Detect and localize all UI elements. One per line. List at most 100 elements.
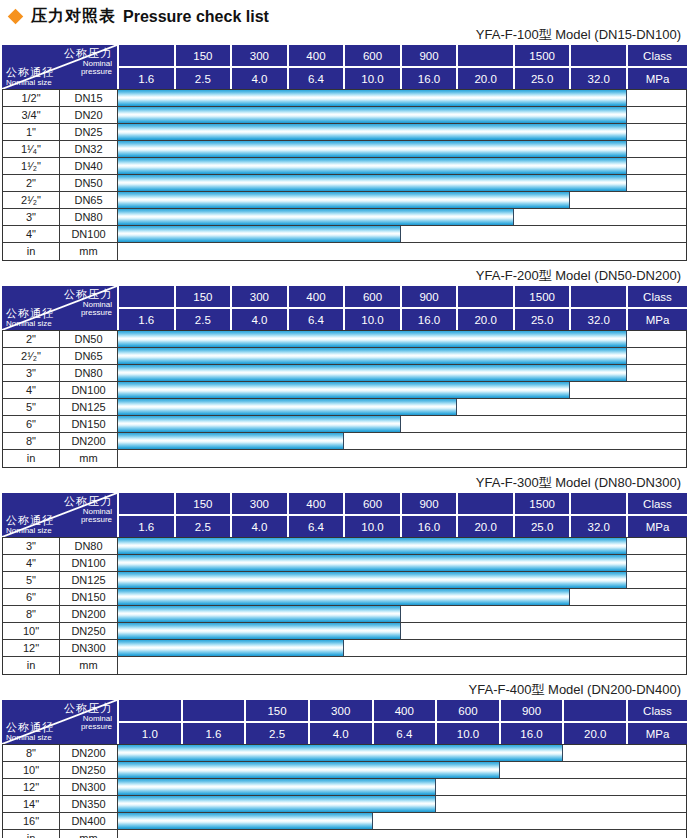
class-cell: 600	[345, 286, 400, 307]
table-row: 8"DN200	[3, 606, 686, 623]
class-cell: 600	[345, 45, 400, 66]
pressure-bar	[118, 779, 436, 795]
mpa-cell: 6.4	[289, 309, 344, 330]
footer-row: inmm	[3, 243, 686, 260]
bar-area	[118, 779, 686, 795]
size-cell: 2"	[3, 175, 60, 191]
bar-area-empty	[118, 450, 686, 467]
dn-cell: DN250	[60, 762, 118, 778]
mpa-cell: 1.0	[119, 723, 181, 744]
class-unit-cell: Class	[628, 493, 687, 514]
pressure-bar	[118, 124, 627, 140]
pressure-bar	[118, 640, 344, 656]
dn-cell: DN65	[60, 348, 118, 364]
dn-cell: DN200	[60, 606, 118, 622]
table-header: 公称压力Nominalpressure公称通径Nominal size15030…	[2, 286, 687, 330]
size-cell: 8"	[3, 606, 60, 622]
dn-cell: DN40	[60, 158, 118, 174]
mpa-cell: 4.0	[310, 723, 372, 744]
table-row: 5"DN125	[3, 572, 686, 589]
size-cell: 1¹⁄₄"	[3, 141, 60, 157]
table-body: 2"DN502¹⁄₂"DN653"DN804"DN1005"DN1256"DN1…	[2, 330, 687, 468]
unit-mm-cell: mm	[60, 243, 118, 260]
class-cell: 1500	[515, 493, 570, 514]
class-cell: 900	[402, 45, 457, 66]
bar-area	[118, 226, 686, 242]
table-section-yfa-f-300: YFA-F-300型 Model (DN80-DN300)公称压力Nominal…	[0, 476, 688, 675]
size-cell: 2"	[3, 331, 60, 347]
mpa-cell: 20.0	[458, 309, 513, 330]
table-row: 10"DN250	[3, 762, 686, 779]
mpa-cell: 25.0	[515, 309, 570, 330]
pressure-bar	[118, 416, 401, 432]
pressure-bar	[118, 745, 563, 761]
dn-cell: DN400	[60, 813, 118, 829]
unit-in-cell: in	[3, 657, 60, 674]
bar-area	[118, 209, 686, 225]
class-cell: 150	[176, 493, 231, 514]
size-cell: 10"	[3, 623, 60, 639]
mpa-cell: 32.0	[571, 516, 626, 537]
size-cell: 1"	[3, 124, 60, 140]
dn-cell: DN65	[60, 192, 118, 208]
table-body: 1/2"DN153/4"DN201"DN251¹⁄₄"DN321¹⁄₂"DN40…	[2, 89, 687, 261]
bar-area	[118, 555, 686, 571]
mpa-cell: 16.0	[402, 516, 457, 537]
size-cell: 10"	[3, 762, 60, 778]
table-caption: YFA-F-100型 Model (DN15-DN100)	[0, 28, 681, 42]
table-row: 2"DN50	[3, 331, 686, 348]
corner-cell: 公称压力Nominalpressure公称通径Nominal size	[2, 286, 117, 330]
table-caption: YFA-F-200型 Model (DN50-DN200)	[0, 269, 681, 283]
pressure-label-en2: pressure	[64, 516, 112, 524]
pressure-bar	[118, 348, 627, 364]
bar-area	[118, 124, 686, 140]
table-row: 12"DN300	[3, 640, 686, 657]
pressure-bar	[118, 90, 627, 106]
pressure-bar	[118, 192, 570, 208]
bar-area	[118, 433, 686, 449]
bar-area	[118, 365, 686, 381]
size-cell: 2¹⁄₂"	[3, 348, 60, 364]
dn-cell: DN250	[60, 623, 118, 639]
bar-area	[118, 572, 686, 588]
bar-area	[118, 399, 686, 415]
table-row: 2"DN50	[3, 175, 686, 192]
class-cell	[571, 286, 626, 307]
bar-area	[118, 813, 686, 829]
class-cell: 300	[232, 45, 287, 66]
bar-area	[118, 107, 686, 123]
mpa-cell: 2.5	[176, 309, 231, 330]
pressure-table-yfa-f-200: 公称压力Nominalpressure公称通径Nominal size15030…	[2, 286, 687, 468]
class-cell	[564, 700, 626, 721]
table-header: 公称压力Nominalpressure公称通径Nominal size15030…	[2, 700, 687, 744]
mpa-unit-cell: MPa	[628, 68, 687, 89]
corner-cell: 公称压力Nominalpressure公称通径Nominal size	[2, 700, 117, 744]
pressure-label-en2: pressure	[64, 309, 112, 317]
class-cell: 900	[501, 700, 563, 721]
class-cell: 400	[374, 700, 436, 721]
pressure-label-en2: pressure	[64, 68, 112, 76]
size-cell: 3"	[3, 365, 60, 381]
dn-cell: DN300	[60, 779, 118, 795]
size-cell: 4"	[3, 555, 60, 571]
dn-cell: DN15	[60, 90, 118, 106]
unit-mm-cell: mm	[60, 450, 118, 467]
dn-cell: DN20	[60, 107, 118, 123]
size-label-en: Nominal size	[6, 527, 54, 535]
unit-mm-cell: mm	[60, 657, 118, 674]
class-cell: 300	[310, 700, 372, 721]
mpa-cell: 20.0	[458, 68, 513, 89]
size-cell: 6"	[3, 416, 60, 432]
pressure-bar	[118, 365, 627, 381]
class-cell	[458, 45, 513, 66]
table-header: 公称压力Nominalpressure公称通径Nominal size15030…	[2, 45, 687, 89]
page-title-zh: 压力对照表	[31, 6, 116, 27]
class-cell	[183, 700, 245, 721]
bar-area	[118, 382, 686, 398]
table-row: 2¹⁄₂"DN65	[3, 348, 686, 365]
mpa-cell: 10.0	[345, 68, 400, 89]
size-label-en: Nominal size	[6, 79, 54, 87]
dn-cell: DN300	[60, 640, 118, 656]
table-row: 5"DN125	[3, 399, 686, 416]
dn-cell: DN80	[60, 365, 118, 381]
